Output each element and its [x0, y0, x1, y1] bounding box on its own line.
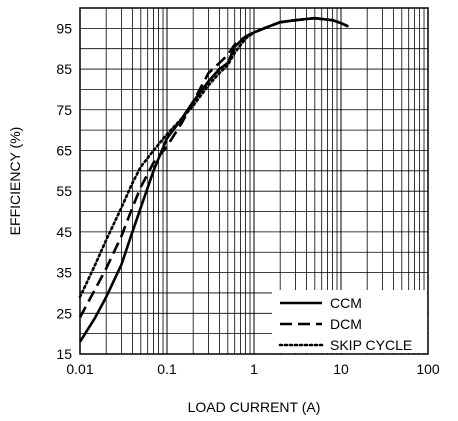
y-tick-label: 45	[56, 224, 72, 240]
y-axis-label: EFFICIENCY (%)	[7, 127, 23, 236]
x-tick-label: 0.1	[157, 361, 177, 377]
x-tick-label: 100	[416, 361, 440, 377]
y-tick-label: 25	[56, 305, 72, 321]
x-tick-label: 0.01	[66, 361, 93, 377]
y-tick-labels: 15 25 35 45 55 65 75 85 95	[56, 20, 72, 362]
y-tick-label: 15	[56, 346, 72, 362]
x-axis-label: LOAD CURRENT (A)	[188, 399, 321, 415]
legend-label: SKIP CYCLE	[330, 337, 412, 353]
y-tick-label: 65	[56, 142, 72, 158]
y-tick-label: 85	[56, 61, 72, 77]
y-tick-label: 35	[56, 265, 72, 281]
x-tick-labels: 0.01 0.1 1 10 100	[66, 361, 440, 377]
legend: CCM DCM SKIP CYCLE	[272, 290, 427, 353]
y-tick-label: 95	[56, 20, 72, 36]
legend-label: CCM	[330, 295, 362, 311]
legend-label: DCM	[330, 316, 362, 332]
x-tick-label: 1	[250, 361, 258, 377]
x-tick-label: 10	[333, 361, 349, 377]
y-tick-label: 75	[56, 102, 72, 118]
series-line-skip-cycle	[80, 18, 348, 297]
y-tick-label: 55	[56, 183, 72, 199]
